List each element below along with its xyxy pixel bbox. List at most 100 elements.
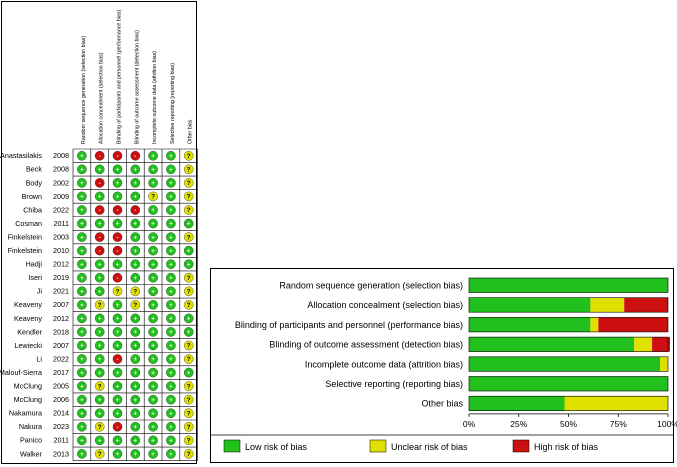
study-year-label: 2012: [53, 260, 69, 269]
rating-dot-low: [183, 367, 194, 378]
rating-symbol: +: [98, 343, 102, 350]
rating-symbol: +: [169, 451, 173, 458]
rating-dot-low: [148, 232, 158, 242]
study-year-label: 2017: [53, 368, 69, 377]
rating-symbol: +: [98, 167, 102, 174]
rating-symbol: +: [151, 438, 155, 445]
rating-dot-high: [112, 205, 123, 215]
rating-symbol: ?: [187, 153, 191, 160]
rating-symbol: +: [116, 194, 120, 201]
study-year-label: 2021: [53, 287, 69, 296]
rating-dot-low: [77, 232, 87, 242]
rating-dot-low: [130, 259, 141, 269]
rating-symbol: +: [116, 180, 120, 187]
rating-symbol: +: [98, 370, 102, 377]
rating-dot-unclear: [183, 435, 194, 446]
rating-symbol: ?: [187, 302, 191, 309]
study-name-label: Cosman: [15, 219, 42, 228]
rating-dot-low: [77, 313, 87, 324]
study-name-label: Body: [26, 178, 43, 187]
rating-dot-low: [148, 449, 158, 459]
rating-dot-low: [166, 286, 176, 297]
summary-domain-header: Other bias: [188, 119, 194, 144]
rating-symbol: +: [133, 234, 137, 241]
rating-symbol: ?: [116, 288, 120, 295]
study-name-label: Walker: [20, 449, 43, 458]
rating-dot-low: [183, 313, 194, 324]
rating-symbol: +: [80, 221, 84, 228]
rating-dot-low: [77, 435, 87, 446]
rating-symbol: +: [98, 356, 102, 363]
rating-symbol: +: [133, 356, 137, 363]
rating-symbol: +: [151, 221, 155, 228]
rating-dot-low: [148, 422, 158, 432]
rating-dot-low: [166, 422, 176, 432]
rating-dot-low: [94, 286, 105, 297]
rating-dot-low: [148, 178, 158, 188]
rating-dot-low: [166, 381, 176, 391]
rating-dot-low: [77, 408, 87, 418]
rating-dot-low: [130, 394, 141, 405]
rating-symbol: -: [116, 356, 118, 363]
rating-dot-low: [94, 327, 105, 337]
rating-dot-unclear: [183, 408, 194, 418]
rating-dot-unclear: [94, 381, 105, 391]
rating-dot-unclear: [183, 381, 194, 391]
rating-symbol: +: [80, 356, 84, 363]
rating-symbol: -: [116, 248, 118, 255]
rating-symbol: +: [116, 221, 120, 228]
rating-dot-low: [94, 164, 105, 175]
rating-dot-low: [166, 272, 176, 283]
rating-dot-low: [166, 394, 176, 405]
study-name-label: Chiba: [23, 205, 42, 214]
study-name-label: Iseri: [28, 273, 42, 282]
rating-symbol: ?: [187, 383, 191, 390]
rating-symbol: -: [116, 275, 118, 282]
rating-symbol: +: [151, 207, 155, 214]
rating-dot-unclear: [183, 178, 194, 188]
rating-dot-high: [94, 205, 105, 215]
rating-dot-low: [94, 354, 105, 364]
rating-dot-high: [112, 354, 123, 364]
rating-dot-low: [130, 449, 141, 459]
rating-dot-low: [77, 286, 87, 297]
rating-dot-unclear: [183, 191, 194, 202]
rating-dot-low: [148, 313, 158, 324]
rating-dot-low: [94, 340, 105, 351]
rating-symbol: +: [98, 316, 102, 323]
rating-dot-unclear: [183, 232, 194, 242]
study-name-label: Li: [36, 354, 42, 363]
rating-symbol: +: [187, 329, 191, 336]
rating-symbol: -: [99, 207, 101, 214]
rating-dot-low: [148, 300, 158, 310]
rating-dot-low: [148, 435, 158, 446]
rating-symbol: ?: [187, 438, 191, 445]
rating-dot-low: [130, 367, 141, 378]
rating-dot-low: [77, 218, 87, 229]
rating-dot-low: [94, 435, 105, 446]
rating-symbol: ?: [187, 343, 191, 350]
rating-dot-low: [112, 327, 123, 337]
summary-domain-header: Incomplete outcome data (attrition bias): [152, 51, 158, 144]
study-year-label: 2011: [54, 436, 69, 445]
rating-dot-low: [148, 394, 158, 405]
rating-dot-low: [77, 394, 87, 405]
study-name-label: Finkelstein: [8, 232, 42, 241]
rating-dot-low: [130, 381, 141, 391]
rating-dot-low: [77, 191, 87, 202]
rating-symbol: -: [134, 207, 136, 214]
rating-dot-low: [166, 259, 176, 269]
rating-symbol: +: [116, 167, 120, 174]
rating-symbol: +: [169, 248, 173, 255]
rating-symbol: +: [169, 438, 173, 445]
rating-dot-low: [112, 449, 123, 459]
rating-symbol: +: [80, 261, 84, 268]
rating-symbol: +: [151, 343, 155, 350]
rating-dot-high: [94, 245, 105, 256]
rating-dot-low: [166, 218, 176, 229]
rating-dot-low: [148, 218, 158, 229]
rating-dot-unclear: [183, 354, 194, 364]
rating-dot-high: [94, 178, 105, 188]
study-year-label: 2008: [53, 151, 69, 160]
